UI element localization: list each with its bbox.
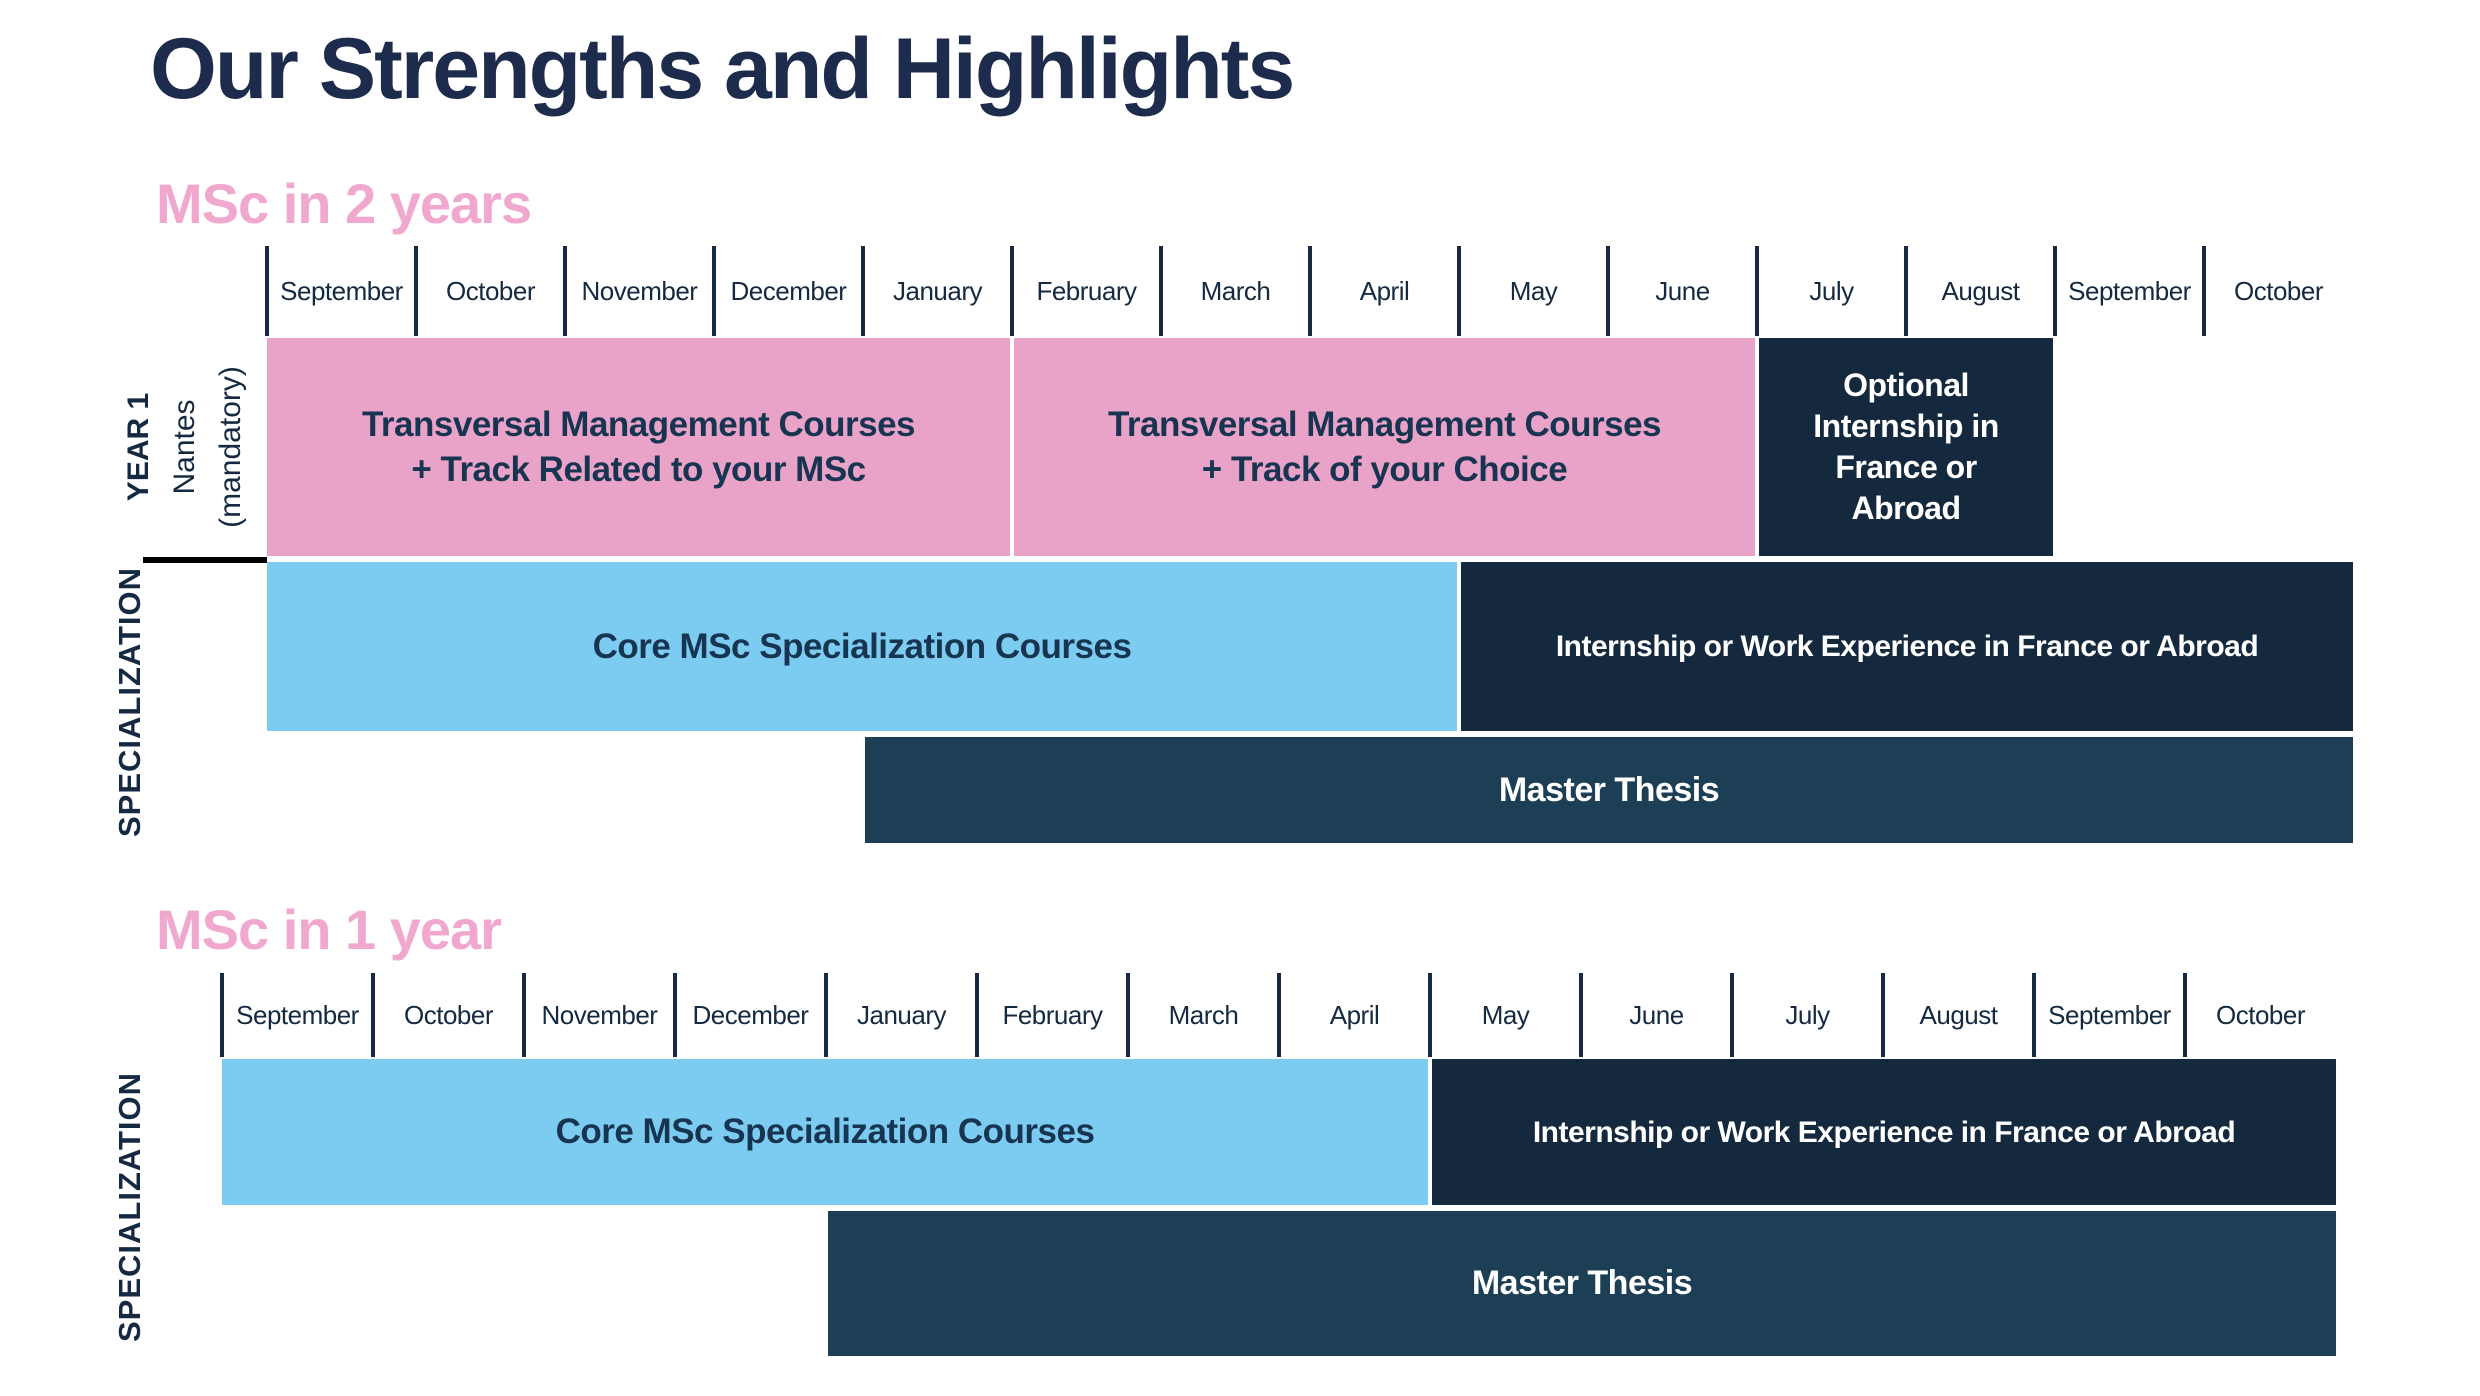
- month-label: September: [236, 999, 359, 1030]
- month-label: October: [2216, 999, 2306, 1030]
- page-title: Our Strengths and Highlights: [150, 21, 1295, 117]
- month-label: November: [581, 275, 698, 306]
- month-label: August: [1941, 275, 2020, 306]
- month-tick: [1457, 246, 1461, 336]
- month-label: June: [1629, 999, 1684, 1030]
- msc-2-years-heading: MSc in 2 years: [156, 172, 532, 235]
- month-tick: [563, 246, 567, 336]
- month-tick: [414, 246, 418, 336]
- year1-side-label-line: Nantes: [168, 399, 202, 495]
- month-tick: [1159, 246, 1163, 336]
- month-label: September: [280, 275, 403, 306]
- month-tick: [1126, 973, 1130, 1057]
- bar-master-thesis: Master Thesis: [828, 1211, 2336, 1356]
- month-tick: [1010, 246, 1014, 336]
- month-label: May: [1509, 275, 1558, 306]
- month-tick: [673, 973, 677, 1057]
- bar-core-msc-courses: Core MSc Specialization Courses: [267, 562, 1457, 731]
- month-label: September: [2048, 999, 2171, 1030]
- month-tick: [861, 246, 865, 336]
- month-tick: [1904, 246, 1908, 336]
- month-label: March: [1168, 999, 1239, 1030]
- month-label: February: [1002, 999, 1103, 1030]
- year1-side-label-line: YEAR 1: [122, 392, 156, 502]
- month-label: January: [857, 999, 947, 1030]
- specialization-side-label: SPECIALIZATION: [112, 566, 147, 838]
- month-tick: [522, 973, 526, 1057]
- month-label: April: [1359, 275, 1410, 306]
- month-label: January: [893, 275, 983, 306]
- month-tick: [371, 973, 375, 1057]
- month-tick: [1730, 973, 1734, 1057]
- month-tick: [2202, 246, 2206, 336]
- month-label: October: [404, 999, 494, 1030]
- year-divider-line: [143, 557, 267, 563]
- month-label: December: [692, 999, 809, 1030]
- month-tick: [1308, 246, 1312, 336]
- bar-internship-work-experience: Internship or Work Experience in France …: [1432, 1059, 2336, 1205]
- bar-master-thesis: Master Thesis: [865, 737, 2353, 843]
- year1-side-label: YEAR 1 Nantes (mandatory): [116, 366, 254, 528]
- specialization-side-label: SPECIALIZATION: [112, 1071, 147, 1343]
- msc-1-year-heading: MSc in 1 year: [156, 898, 502, 961]
- bar-internship-work-experience: Internship or Work Experience in France …: [1461, 562, 2353, 731]
- month-tick: [265, 246, 269, 336]
- month-label: April: [1329, 999, 1380, 1030]
- month-tick: [712, 246, 716, 336]
- month-tick: [2032, 973, 2036, 1057]
- month-label: September: [2068, 275, 2191, 306]
- month-tick: [1277, 973, 1281, 1057]
- month-tick: [1881, 973, 1885, 1057]
- bar-optional-internship: Optional Internship in France or Abroad: [1759, 338, 2053, 556]
- month-label: October: [446, 275, 536, 306]
- month-tick: [1755, 246, 1759, 336]
- bar-core-msc-courses: Core MSc Specialization Courses: [222, 1059, 1428, 1205]
- month-label: March: [1200, 275, 1271, 306]
- month-label: June: [1655, 275, 1710, 306]
- month-label: July: [1809, 275, 1854, 306]
- month-label: May: [1481, 999, 1530, 1030]
- month-label: October: [2234, 275, 2324, 306]
- month-label: November: [541, 999, 658, 1030]
- month-tick: [1606, 246, 1610, 336]
- month-tick: [220, 973, 224, 1057]
- month-tick: [2053, 246, 2057, 336]
- bar-transversal-track-choice: Transversal Management Courses + Track o…: [1014, 338, 1755, 556]
- month-label: February: [1036, 275, 1137, 306]
- bar-transversal-track-related: Transversal Management Courses + Track R…: [267, 338, 1010, 556]
- month-tick: [975, 973, 979, 1057]
- month-label: December: [730, 275, 847, 306]
- month-label: August: [1919, 999, 1998, 1030]
- month-tick: [1428, 973, 1432, 1057]
- month-tick: [1579, 973, 1583, 1057]
- year1-side-label-line: (mandatory): [213, 366, 247, 528]
- month-tick: [2183, 973, 2187, 1057]
- month-tick: [824, 973, 828, 1057]
- month-label: July: [1785, 999, 1830, 1030]
